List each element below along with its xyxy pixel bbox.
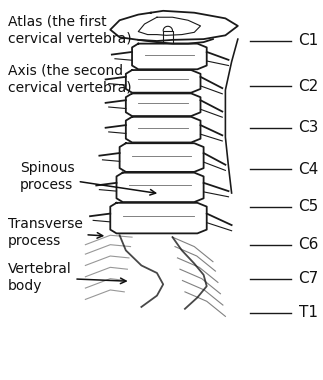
Text: C4: C4 bbox=[298, 162, 319, 177]
Text: C7: C7 bbox=[298, 271, 319, 286]
Text: T1: T1 bbox=[298, 305, 318, 320]
Text: C5: C5 bbox=[298, 200, 319, 214]
Text: Vertebral
body: Vertebral body bbox=[8, 262, 126, 293]
Text: Spinous
process: Spinous process bbox=[20, 161, 156, 195]
Text: Axis (the second
cervical vertebra): Axis (the second cervical vertebra) bbox=[8, 63, 131, 94]
Text: Transverse
process: Transverse process bbox=[8, 217, 103, 248]
Text: C3: C3 bbox=[298, 120, 319, 135]
Text: C1: C1 bbox=[298, 33, 319, 49]
Text: Atlas (the first
cervical vertebra): Atlas (the first cervical vertebra) bbox=[8, 14, 131, 45]
Text: C2: C2 bbox=[298, 79, 319, 94]
Text: C6: C6 bbox=[298, 237, 319, 252]
